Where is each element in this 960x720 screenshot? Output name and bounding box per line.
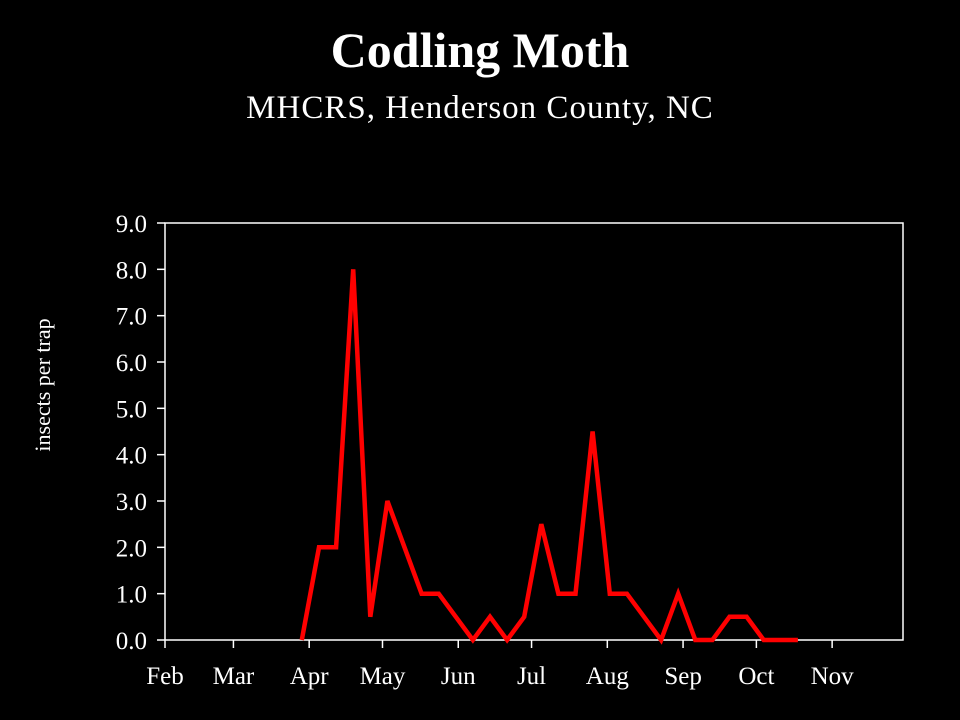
y-tick-label: 3.0 <box>116 489 147 516</box>
y-axis-label: insects per trap <box>30 318 55 451</box>
plot-area-frame <box>164 222 904 641</box>
chart-title: Codling Moth <box>330 22 630 78</box>
x-tick-label: Nov <box>811 663 855 690</box>
y-tick-label: 5.0 <box>116 396 147 423</box>
x-tick-label: Feb <box>146 663 184 690</box>
y-tick-label: 8.0 <box>116 257 147 284</box>
y-tick-label: 0.0 <box>116 628 147 655</box>
chart-subtitle: MHCRS, Henderson County, NC <box>246 90 714 126</box>
series-group <box>299 269 799 645</box>
y-tick-label: 6.0 <box>116 350 147 377</box>
x-tick-label: May <box>360 663 406 690</box>
x-axis: Feb Mar Apr May Jun Jul Aug Sep Oct Nov <box>146 640 854 690</box>
x-tick-label: Oct <box>738 663 774 690</box>
y-tick-label: 2.0 <box>116 535 147 562</box>
y-tick-label: 9.0 <box>116 211 147 238</box>
x-tick-label: Sep <box>664 663 702 690</box>
x-tick-label: Jun <box>441 663 476 690</box>
x-tick-label: Mar <box>213 663 255 690</box>
x-tick-label: Apr <box>290 663 330 690</box>
x-tick-label: Aug <box>586 663 630 690</box>
y-tick-label: 1.0 <box>116 582 147 609</box>
y-axis: 0.0 1.0 2.0 3.0 4.0 5.0 6.0 7.0 8.0 9.0 <box>116 211 165 655</box>
y-tick-label: 7.0 <box>116 304 147 331</box>
x-tick-label: Jul <box>517 663 546 690</box>
y-tick-label: 4.0 <box>116 443 147 470</box>
series-line <box>299 269 798 645</box>
